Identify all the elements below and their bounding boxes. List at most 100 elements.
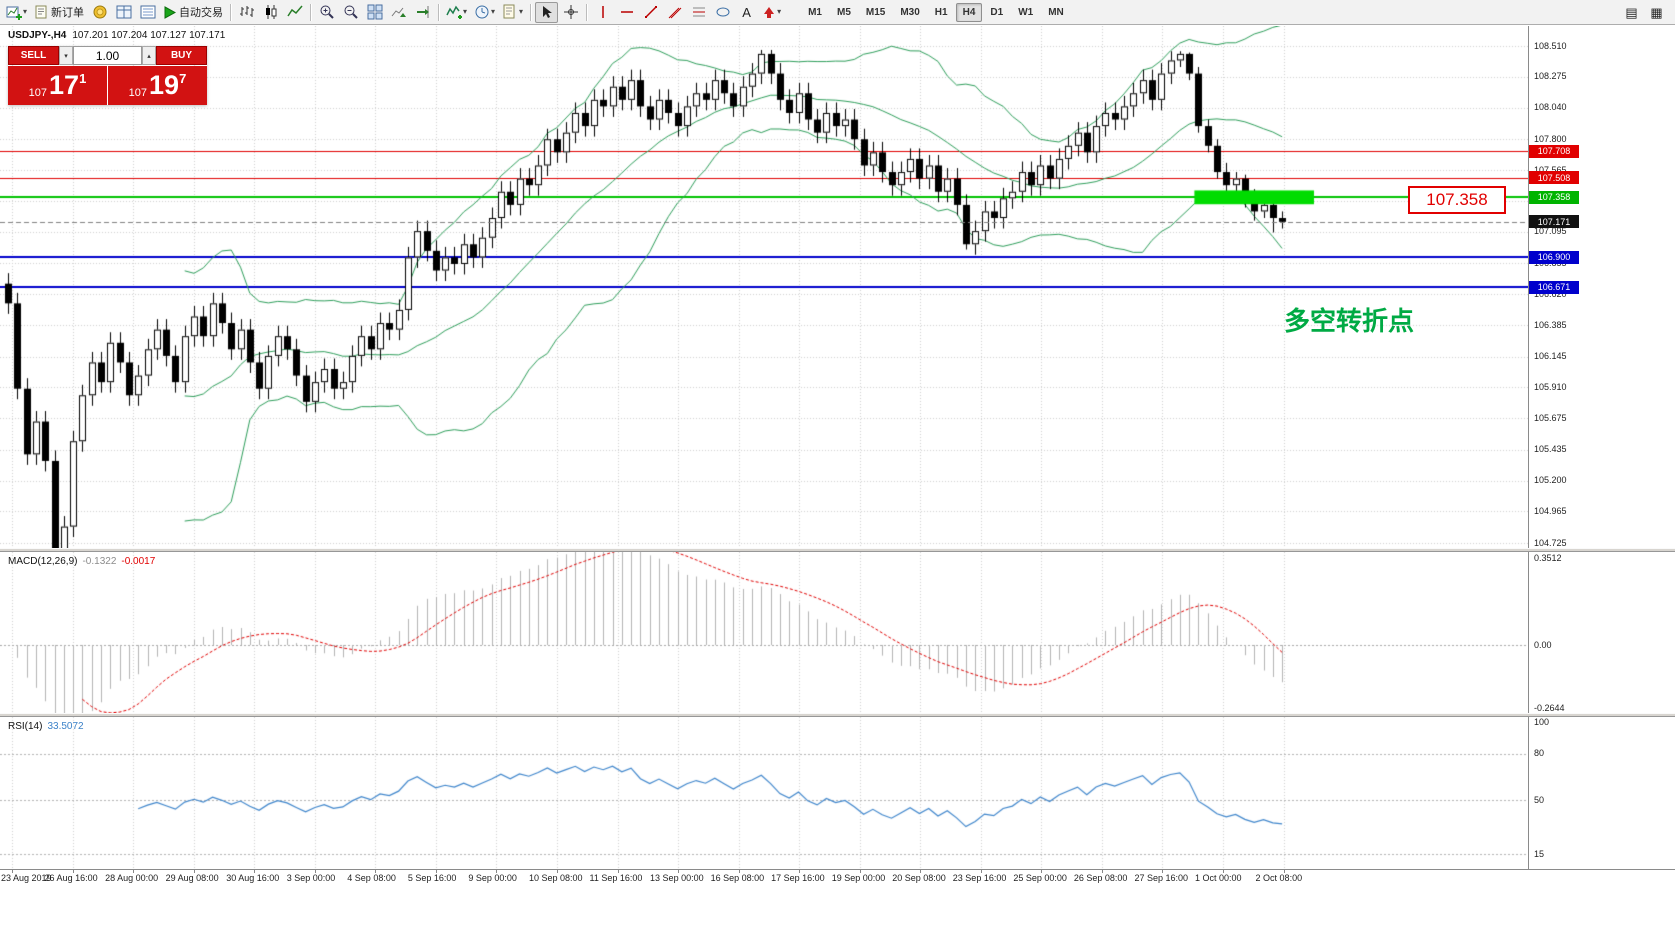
timeframe-mn-button[interactable]: MN (1041, 3, 1071, 22)
time-axis-label: 19 Sep 00:00 (831, 873, 886, 883)
chevron-down-icon: ▾ (777, 7, 782, 16)
price-scale-label: 107.800 (1534, 133, 1567, 144)
price-tag: 107.358 (1529, 190, 1579, 204)
rsi-panel-canvas[interactable] (0, 717, 1528, 869)
candlestick-chart-icon[interactable] (259, 2, 282, 23)
rsi-indicator-label: RSI(14) 33.5072 (8, 721, 84, 732)
shapes-icon[interactable] (711, 2, 734, 23)
timeframe-w1-button[interactable]: W1 (1011, 3, 1040, 22)
vertical-line-icon[interactable] (591, 2, 614, 23)
zoom-in-icon[interactable] (315, 2, 338, 23)
play-icon (164, 5, 177, 19)
sell-price-big-digits: 17 (49, 70, 80, 100)
time-axis-label: 29 Aug 08:00 (165, 873, 219, 883)
timeframe-h1-button[interactable]: H1 (928, 3, 955, 22)
bar-chart-icon[interactable] (235, 2, 258, 23)
macd-signal-value: -0.0017 (121, 556, 156, 567)
new-chart-glyph (6, 6, 22, 20)
price-scale-label: 108.275 (1534, 71, 1567, 82)
price-scale-label: 105.200 (1534, 475, 1567, 486)
volume-decrease-button[interactable]: ▾ (59, 46, 73, 65)
time-axis-tick (375, 870, 377, 873)
price-scale-label: 106.385 (1534, 319, 1567, 330)
timeframe-m15-button[interactable]: M15 (859, 3, 892, 22)
sell-button[interactable]: SELL (8, 46, 59, 65)
time-axis-label: 30 Aug 16:00 (226, 873, 280, 883)
line-chart-icon[interactable] (283, 2, 306, 23)
price-tag: 107.171 (1529, 215, 1579, 229)
timeframe-m5-button[interactable]: M5 (830, 3, 858, 22)
time-axis-label: 16 Sep 08:00 (710, 873, 765, 883)
equidistant-channel-icon[interactable] (663, 2, 686, 23)
time-axis-tick (1041, 870, 1043, 873)
buy-price-prefix: 107 (128, 87, 148, 99)
chevron-down-icon: ▾ (519, 7, 524, 16)
market-watch-icon[interactable] (112, 2, 135, 23)
macd-scale-label: 0.00 (1534, 639, 1552, 650)
new-order-icon (35, 5, 47, 19)
macd-panel-canvas[interactable] (0, 552, 1528, 713)
arrows-icon[interactable]: ▾ (759, 2, 784, 23)
volume-input[interactable] (73, 46, 142, 65)
chevron-down-icon: ▾ (23, 7, 28, 16)
text-label-icon[interactable]: A (735, 2, 758, 23)
sell-price-prefix: 107 (28, 87, 48, 99)
auto-scroll-icon[interactable] (387, 2, 410, 23)
time-axis-tick (12, 870, 13, 873)
new-order-button[interactable]: 新订单 (31, 2, 87, 23)
time-axis-label: 2 Oct 08:00 (1255, 873, 1303, 883)
sell-price-button[interactable]: 107 17 1 (8, 66, 107, 105)
timeframe-d1-button[interactable]: D1 (983, 3, 1010, 22)
toolbar-right-group: ▤ ▦ (1620, 2, 1672, 23)
price-tag: 107.508 (1529, 171, 1579, 185)
timeframe-m1-button[interactable]: M1 (801, 3, 829, 22)
macd-scale-label: 0.3512 (1534, 552, 1562, 563)
timeframe-m30-button[interactable]: M30 (893, 3, 926, 22)
time-axis-tick (1101, 870, 1103, 873)
data-window-icon[interactable] (136, 2, 159, 23)
macd-value: -0.1322 (82, 556, 117, 567)
time-axis-tick (678, 870, 680, 873)
time-scale-axis[interactable] (0, 869, 1675, 886)
rsi-scale-label: 50 (1534, 794, 1545, 805)
trendline-icon[interactable] (639, 2, 662, 23)
templates-icon[interactable]: ▾ (499, 2, 526, 23)
timeframe-toolbar: M1 M5 M15 M30 H1 H4 D1 W1 MN (801, 2, 1071, 22)
horizontal-line-icon[interactable] (615, 2, 638, 23)
time-axis-tick (254, 870, 256, 873)
zoom-out-icon[interactable] (339, 2, 362, 23)
tile-windows-icon[interactable] (363, 2, 386, 23)
indicators-icon[interactable]: ▾ (443, 2, 470, 23)
toolbar-separator (438, 3, 440, 21)
panel-splitter[interactable] (0, 713, 1675, 717)
volume-increase-button[interactable]: ▴ (142, 46, 156, 65)
cursor-icon[interactable] (535, 1, 559, 23)
price-scale-label: 108.040 (1534, 102, 1567, 113)
panel-splitter[interactable] (0, 548, 1675, 552)
periods-icon[interactable]: ▾ (471, 2, 498, 23)
buy-price-button[interactable]: 107 19 7 (108, 66, 207, 105)
price-tag: 106.671 (1529, 280, 1579, 294)
buy-button[interactable]: BUY (156, 46, 207, 65)
dock-window-icon[interactable]: ▦ (1645, 2, 1668, 23)
profiles-icon[interactable] (88, 2, 111, 23)
main-chart-canvas[interactable] (0, 26, 1528, 548)
chart-shift-icon[interactable] (411, 2, 434, 23)
fibonacci-icon[interactable] (687, 2, 710, 23)
price-scale-label: 105.675 (1534, 412, 1567, 423)
timeframe-h4-button[interactable]: H4 (955, 2, 983, 22)
price-scale-axis[interactable] (1528, 26, 1675, 886)
new-chart-icon[interactable]: ▾ (3, 2, 30, 23)
toolbar-separator (586, 3, 588, 21)
buy-price-big-digits: 19 (149, 70, 180, 100)
time-axis-label: 20 Sep 08:00 (892, 873, 946, 883)
time-axis-label: 13 Sep 00:00 (650, 873, 704, 883)
autotrading-button[interactable]: 自动交易 (160, 2, 226, 23)
window-list-icon[interactable]: ▤ (1620, 2, 1643, 23)
time-axis-label: 11 Sep 16:00 (589, 873, 643, 883)
crosshair-icon[interactable] (559, 2, 582, 23)
price-level-label-box: 107.358 (1408, 186, 1506, 214)
time-axis-label: 26 Sep 08:00 (1073, 873, 1128, 883)
time-axis-tick (738, 870, 740, 873)
